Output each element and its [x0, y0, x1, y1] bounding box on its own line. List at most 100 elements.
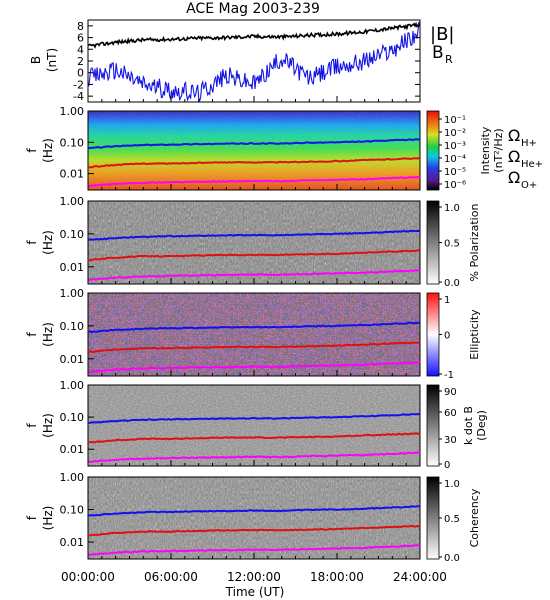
f-ytick-label: 0.10	[60, 228, 85, 241]
x-tick-label: 12:00:00	[227, 570, 281, 584]
x-tick-label: 06:00:00	[144, 570, 198, 584]
f-ytick-label: 1.00	[60, 287, 85, 300]
b-ytick-label: 2	[77, 55, 84, 68]
legend-omega-he: Ω	[508, 147, 520, 166]
colorbar-tick-label: 10⁻²	[444, 128, 466, 139]
h-plus-gyro-line	[87, 138, 421, 150]
colorbar-label: Intensity	[479, 126, 492, 174]
f-ytick-label: 0.01	[60, 261, 85, 274]
colorbar-label: Coherency	[468, 488, 481, 547]
gyro-legend: Ω H+ Ω He+ Ω O+	[508, 126, 543, 191]
o-plus-gyro-line	[87, 451, 421, 464]
legend-omega-o: Ω	[508, 168, 520, 187]
f-ytick-label: 0.10	[60, 136, 85, 149]
he-plus-gyro-line	[87, 157, 421, 169]
colorbar-tick-label: 1.0	[444, 479, 460, 490]
chart-title: ACE Mag 2003-239	[186, 1, 320, 17]
x-tick-label: 18:00:00	[310, 570, 364, 584]
h-plus-gyro-line	[87, 505, 420, 517]
f-yunit: (Hz)	[41, 413, 55, 438]
o-plus-gyro-line	[88, 544, 421, 556]
colorbar-unit: (Deg)	[475, 410, 488, 441]
f-ytick-label: 0.01	[60, 168, 85, 181]
b-ytick-label: -4	[73, 90, 84, 103]
colorbar-tick-label: 10⁻⁵	[444, 167, 466, 178]
btotal-line	[87, 21, 421, 49]
h-plus-gyro-line	[87, 321, 421, 334]
colorbar-label: Ellipticity	[468, 309, 481, 360]
x-tick-label: 00:00:00	[61, 570, 115, 584]
coherency-colorbar	[426, 476, 440, 560]
colorbar-tick-label: 10⁻¹	[444, 115, 466, 126]
colorbar-tick-label: 0.0	[444, 278, 460, 289]
he-plus-gyro-line	[87, 341, 421, 354]
polarization-colorbar	[426, 200, 440, 285]
o-plus-gyro-line	[87, 176, 420, 188]
colorbar-tick-label: 30	[444, 435, 457, 446]
colorbar-tick-label: 1.0	[444, 203, 460, 214]
colorbar-unit: (nT²/Hz)	[492, 128, 505, 172]
polarization-heatmap	[88, 201, 420, 284]
b-ytick-label: 0	[77, 67, 84, 80]
x-tick-label: 24:00:00	[393, 570, 447, 584]
b-ylabel: B	[29, 56, 43, 64]
colorbar-tick-label: 1	[444, 295, 450, 306]
colorbar-tick-label: 0.0	[444, 553, 460, 564]
f-ytick-label: 1.00	[60, 471, 85, 484]
colorbar-tick-label: 0	[444, 331, 450, 342]
kdotb-panel	[87, 384, 440, 467]
coherency-panel	[87, 476, 440, 560]
colorbar-tick-label: 10⁻⁶	[444, 180, 466, 191]
legend-br: B	[432, 43, 444, 63]
f-yunit: (Hz)	[41, 138, 55, 163]
f-ytick-label: 1.00	[60, 379, 85, 392]
b-ytick-label: -2	[73, 78, 84, 91]
legend-br-sub: R	[445, 53, 453, 66]
colorbar-label: k dot B	[462, 406, 475, 445]
o-plus-gyro-line	[87, 269, 421, 281]
f-yunit: (Hz)	[41, 230, 55, 255]
f-ylabel: f	[25, 148, 39, 153]
he-plus-gyro-line	[87, 249, 421, 262]
b-ytick-label: 6	[77, 32, 84, 45]
f-ytick-label: 0.10	[60, 411, 85, 424]
intensity-texture	[88, 111, 420, 190]
f-ylabel: f	[25, 240, 39, 245]
legend-omega-o-sub: O+	[521, 180, 537, 191]
colorbar-tick-label: 90	[444, 387, 457, 398]
intensity-colorbar	[426, 110, 440, 191]
f-ytick-label: 0.01	[60, 443, 85, 456]
f-ytick-label: 0.01	[60, 536, 85, 549]
ellipticity-colorbar	[426, 292, 440, 377]
f-yunit: (Hz)	[41, 506, 55, 531]
legend-omega-he-sub: He+	[521, 159, 543, 170]
colorbar-label: % Polarization	[468, 204, 481, 282]
f-yunit: (Hz)	[41, 322, 55, 347]
h-plus-gyro-line	[87, 413, 421, 424]
colorbar-tick-label: 0.5	[444, 514, 460, 525]
legend-omega-h-sub: H+	[521, 138, 537, 149]
coherency-heatmap	[88, 477, 420, 559]
polarization-panel	[87, 200, 440, 285]
gyrofrequency-lines	[87, 138, 421, 556]
o-plus-gyro-line	[87, 361, 421, 374]
xaxis-title: Time (UT)	[225, 585, 285, 599]
f-ylabel: f	[25, 423, 39, 428]
b-yunit: (nT)	[45, 48, 59, 72]
b-ytick-label: 8	[77, 20, 84, 33]
colorbar-tick-label: 0.5	[444, 239, 460, 250]
f-ytick-label: 1.00	[60, 105, 85, 118]
legend-btotal: |B|	[430, 24, 454, 45]
h-plus-gyro-line	[87, 229, 421, 241]
br-line	[87, 22, 421, 103]
colorbar-tick-label: 10⁻⁴	[444, 154, 466, 165]
f-ytick-label: 1.00	[60, 195, 85, 208]
kdotb-heatmap	[88, 385, 420, 466]
he-plus-gyro-line	[87, 432, 421, 444]
b-ytick-label: 4	[77, 43, 84, 56]
f-ytick-label: 0.10	[60, 320, 85, 333]
intensity-panel	[87, 110, 440, 191]
